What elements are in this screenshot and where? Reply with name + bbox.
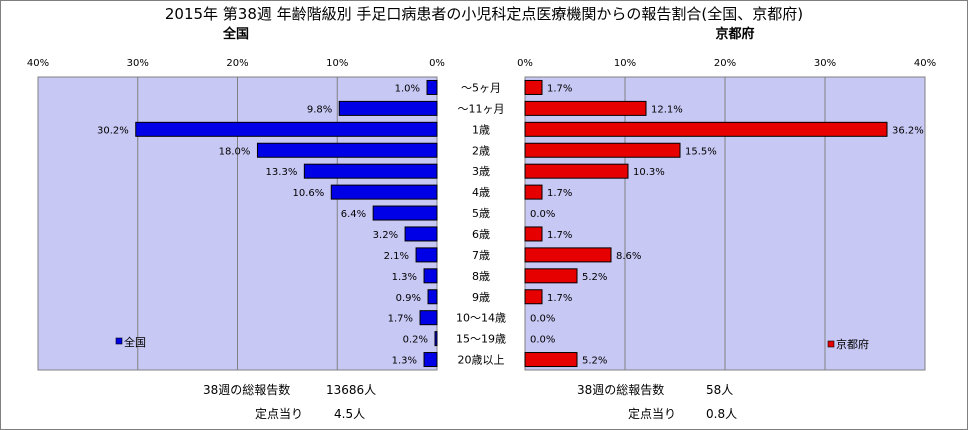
- legend-swatch-national: [115, 337, 123, 345]
- data-label-national: 10.6%: [292, 188, 324, 199]
- data-label-national: 13.3%: [266, 167, 298, 178]
- bar-national: [415, 247, 438, 263]
- data-label-national: 1.7%: [388, 314, 413, 325]
- category-label: 20歳以上: [458, 354, 505, 367]
- data-label-national: 30.2%: [97, 125, 129, 136]
- x-tick-label: 10%: [614, 58, 636, 69]
- data-label-kyoto: 0.0%: [530, 335, 555, 346]
- category-label: 15～19歳: [456, 333, 506, 346]
- data-label-national: 0.2%: [403, 335, 428, 346]
- data-label-kyoto: 10.3%: [633, 167, 665, 178]
- data-label-kyoto: 5.2%: [582, 272, 607, 283]
- category-label: 2歳: [472, 144, 490, 157]
- bar-kyoto: [524, 184, 543, 200]
- bar-kyoto: [524, 289, 543, 305]
- data-label-national: 6.4%: [341, 209, 366, 220]
- chart-title: 2015年 第38週 年齢階級別 手足口病患者の小児科定点医療機関からの報告割合…: [165, 5, 803, 23]
- bar-kyoto: [524, 226, 543, 242]
- footer-left-total-value: 13686人: [326, 383, 376, 397]
- x-tick-label: 20%: [714, 58, 736, 69]
- category-label: 3歳: [472, 165, 490, 178]
- bar-national: [135, 121, 438, 137]
- bar-kyoto: [524, 163, 629, 179]
- category-label: 8歳: [472, 270, 490, 283]
- bar-national: [338, 100, 438, 116]
- data-label-kyoto: 5.2%: [582, 356, 607, 367]
- footer-right-total-label: 38週の総報告数: [577, 382, 664, 397]
- bar-national: [426, 79, 438, 95]
- footer-left-per-label: 定点当り: [255, 406, 303, 421]
- left-panel-label: 全国: [222, 26, 249, 42]
- category-label: ～11ヶ月: [458, 102, 505, 115]
- bar-national: [404, 226, 438, 242]
- data-label-national: 9.8%: [307, 104, 332, 115]
- data-label-national: 3.2%: [373, 230, 398, 241]
- bar-national: [434, 331, 438, 347]
- data-label-kyoto: 0.0%: [530, 209, 555, 220]
- data-label-kyoto: 36.2%: [892, 125, 924, 136]
- bar-kyoto: [524, 268, 578, 284]
- data-label-kyoto: 1.7%: [547, 293, 572, 304]
- data-label-kyoto: 15.5%: [685, 146, 717, 157]
- x-tick-label: 10%: [326, 58, 348, 69]
- data-label-kyoto: 0.0%: [530, 314, 555, 325]
- x-tick-label: 20%: [226, 58, 248, 69]
- footer-left-total-label: 38週の総報告数: [203, 382, 290, 397]
- bar-national: [419, 310, 438, 326]
- legend-swatch-kyoto: [827, 340, 835, 348]
- bar-kyoto: [524, 247, 612, 263]
- x-tick-label: 30%: [127, 58, 149, 69]
- category-label: ～5ヶ月: [461, 81, 501, 94]
- category-label: 10～14歳: [456, 312, 506, 325]
- legend-label-kyoto: 京都府: [836, 337, 869, 351]
- category-label: 6歳: [472, 228, 490, 241]
- bar-kyoto: [524, 121, 888, 137]
- x-tick-label: 40%: [27, 58, 49, 69]
- bar-kyoto: [524, 79, 543, 95]
- x-tick-label: 30%: [814, 58, 836, 69]
- right-panel-label: 京都府: [715, 26, 754, 42]
- bar-national: [303, 163, 438, 179]
- data-label-kyoto: 1.7%: [547, 230, 572, 241]
- data-label-national: 1.3%: [392, 272, 417, 283]
- category-label: 5歳: [472, 207, 490, 220]
- data-label-kyoto: 12.1%: [651, 104, 683, 115]
- data-label-kyoto: 1.7%: [547, 83, 572, 94]
- data-label-national: 1.0%: [395, 83, 420, 94]
- x-tick-label: 0%: [517, 58, 533, 69]
- bar-national: [423, 352, 438, 368]
- footer-right-total-value: 58人: [706, 383, 733, 397]
- footer-left-per-value: 4.5人: [334, 407, 365, 421]
- bar-national: [372, 205, 438, 221]
- data-label-kyoto: 8.6%: [616, 251, 641, 262]
- bar-national: [423, 268, 438, 284]
- data-label-national: 2.1%: [384, 251, 409, 262]
- x-tick-label: 40%: [914, 58, 936, 69]
- category-label: 9歳: [472, 291, 490, 304]
- category-label: 1歳: [472, 123, 490, 136]
- bar-national: [256, 142, 438, 158]
- data-label-national: 1.3%: [392, 356, 417, 367]
- legend-label-national: 全国: [124, 335, 146, 349]
- data-label-kyoto: 1.7%: [547, 188, 572, 199]
- category-label: 7歳: [472, 249, 490, 262]
- bar-kyoto: [524, 142, 681, 158]
- bar-kyoto: [524, 100, 647, 116]
- bar-national: [330, 184, 438, 200]
- data-label-national: 0.9%: [396, 293, 421, 304]
- footer-right-per-value: 0.8人: [706, 407, 737, 421]
- footer-right-per-label: 定点当り: [628, 406, 676, 421]
- bar-kyoto: [524, 352, 578, 368]
- data-label-national: 18.0%: [219, 146, 251, 157]
- category-label: 4歳: [472, 186, 490, 199]
- bar-national: [427, 289, 438, 305]
- x-tick-label: 0%: [429, 58, 445, 69]
